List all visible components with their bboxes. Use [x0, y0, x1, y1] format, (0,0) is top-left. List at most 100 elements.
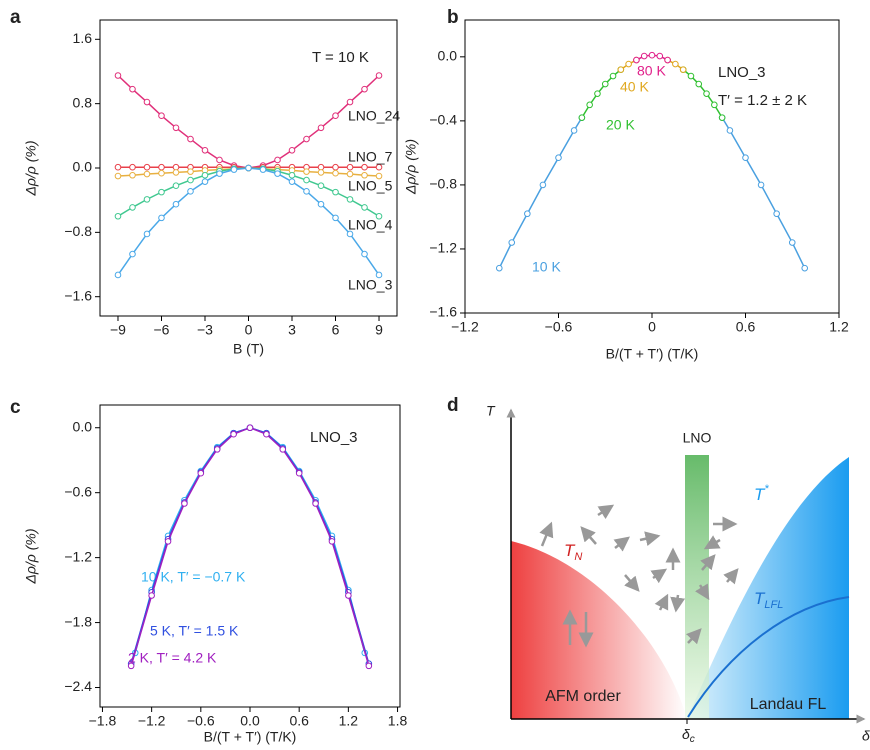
data-point: [375, 172, 383, 180]
lno-label: LNO: [683, 430, 712, 446]
data-point: [181, 500, 188, 507]
data-point: [539, 181, 547, 189]
data-point: [332, 169, 339, 177]
data-point: [801, 264, 809, 272]
x-tick-label: −9: [110, 322, 126, 338]
x-tick-label: 1.8: [388, 713, 408, 729]
x-tick-label: −0.6: [187, 713, 215, 729]
series-line: [117, 74, 380, 169]
data-point: [187, 176, 194, 184]
data-point: [508, 239, 516, 246]
data-point: [664, 56, 671, 64]
data-point: [216, 170, 223, 177]
series-label: LNO_3: [348, 277, 393, 293]
data-point: [158, 188, 165, 196]
y-tick-label: −0.6: [64, 483, 92, 499]
data-point: [288, 171, 296, 179]
data-point: [375, 72, 383, 79]
data-point: [114, 72, 122, 79]
x-tick-label: 1.2: [339, 713, 359, 729]
y-tick-label: −0.8: [429, 176, 457, 192]
panel-label: a: [10, 7, 21, 28]
x-tick-label: −6: [154, 322, 170, 338]
panel-d: d T δ δc LNO T* TN TLFL AFM order Landau…: [447, 395, 870, 745]
data-point: [303, 135, 310, 143]
data-point: [303, 176, 310, 184]
panel-label: c: [10, 397, 21, 418]
x-axis-label: B/(T + T′) (T/K): [204, 729, 297, 745]
series-label: LNO_4: [348, 217, 393, 233]
y-axis-label: T: [486, 403, 496, 419]
data-point: [143, 230, 151, 238]
data-point: [172, 200, 180, 208]
data-point: [609, 72, 617, 80]
data-point: [201, 178, 209, 185]
series-line: [117, 167, 380, 217]
data-point: [230, 166, 238, 173]
series-label: LNO_24: [348, 108, 400, 124]
data-point: [172, 182, 180, 189]
data-point: [312, 500, 319, 507]
data-point: [332, 163, 339, 171]
lno-bar: [685, 455, 709, 719]
data-point: [274, 170, 281, 177]
series-label: 20 K: [606, 117, 635, 133]
data-point: [114, 271, 122, 279]
data-point: [114, 163, 122, 171]
data-point: [187, 135, 194, 143]
data-point: [640, 52, 648, 60]
y-tick-label: 0.8: [73, 94, 93, 110]
data-point: [129, 250, 136, 258]
y-tick-label: 0.0: [73, 418, 93, 434]
data-point: [129, 204, 136, 211]
x-tick-label: −3: [197, 322, 213, 338]
data-point: [148, 592, 155, 599]
y-tick-label: 1.6: [73, 30, 93, 46]
y-tick-label: 0.0: [73, 159, 93, 175]
x-tick-label: 0.0: [240, 713, 260, 729]
data-point: [246, 424, 254, 432]
data-point: [216, 156, 223, 164]
x-tick-label: 0: [648, 319, 656, 335]
data-point: [114, 172, 122, 180]
tn-label: TN: [564, 541, 582, 562]
annotation: LNO_3: [310, 429, 358, 446]
y-tick-label: −1.6: [64, 287, 92, 303]
data-point: [259, 166, 267, 173]
data-point: [633, 56, 640, 64]
data-point: [127, 662, 135, 670]
x-axis-label: B (T): [233, 341, 264, 357]
fl-region: [687, 457, 849, 719]
x-tick-label: 1.2: [829, 319, 849, 335]
data-point: [187, 168, 194, 175]
data-point: [114, 212, 122, 220]
data-point: [679, 66, 687, 73]
series-label: 2 K, T′ = 4.2 K: [128, 650, 217, 666]
data-point: [263, 430, 270, 438]
x-axis-label: δ: [862, 728, 870, 744]
data-point: [703, 90, 710, 97]
y-tick-label: −1.2: [64, 548, 92, 564]
annotation: T = 10 K: [312, 49, 369, 66]
afm-label: AFM order: [545, 688, 621, 705]
data-point: [711, 101, 718, 109]
y-axis-label: Δρ/ρ (%): [403, 139, 419, 195]
tlfl-label: TLFL: [754, 589, 783, 610]
tstar-label: T*: [754, 483, 769, 505]
data-point: [346, 196, 354, 203]
data-point: [279, 446, 287, 453]
data-point: [361, 250, 368, 258]
data-point: [187, 188, 194, 195]
data-point: [788, 239, 796, 246]
series-label: 5 K, T′ = 1.5 K: [150, 623, 239, 639]
x-tick-label: −0.6: [545, 319, 573, 335]
x-tick-label: 9: [375, 322, 383, 338]
data-point: [365, 662, 373, 670]
data-point: [375, 212, 383, 220]
data-point: [158, 112, 165, 120]
data-point: [345, 592, 352, 599]
data-point: [288, 147, 296, 154]
data-point: [718, 114, 726, 121]
data-point: [245, 164, 252, 172]
data-point: [346, 98, 354, 106]
